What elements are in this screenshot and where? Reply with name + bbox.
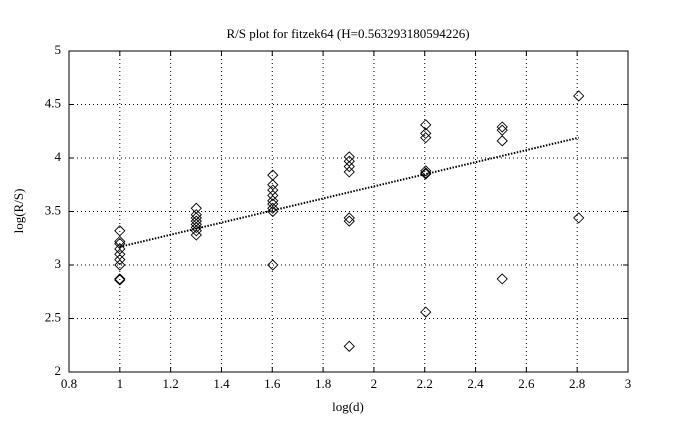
point xyxy=(114,243,126,255)
point xyxy=(267,195,279,207)
y-tick-label: 3.5 xyxy=(45,202,61,217)
x-tick-label: 1.2 xyxy=(163,376,179,391)
point xyxy=(267,259,279,271)
point xyxy=(114,254,126,266)
x-tick-label: 2.8 xyxy=(569,376,585,391)
x-tick-label: 0.8 xyxy=(61,376,77,391)
fit-line xyxy=(119,136,579,248)
point xyxy=(343,215,355,227)
point xyxy=(420,167,432,179)
chart-title: R/S plot for fitzek64 (H=0.5632931805942… xyxy=(226,26,469,41)
point xyxy=(114,259,126,271)
point xyxy=(420,127,432,140)
point xyxy=(114,248,126,260)
point xyxy=(420,132,432,144)
y-tick-label: 5 xyxy=(55,42,62,57)
point xyxy=(343,212,355,224)
point xyxy=(420,306,432,318)
y-axis-label: log(R/S) xyxy=(11,189,26,234)
point xyxy=(573,90,585,102)
point xyxy=(420,119,432,131)
point xyxy=(420,165,432,177)
point xyxy=(190,229,202,241)
y-tick-label: 2 xyxy=(55,363,62,378)
point xyxy=(190,221,202,234)
point xyxy=(343,155,355,167)
x-tick-label: 2.6 xyxy=(518,376,535,391)
point xyxy=(267,189,279,202)
point xyxy=(114,237,126,250)
x-tick-label: 2.2 xyxy=(417,376,433,391)
y-tick-label: 2.5 xyxy=(45,309,61,324)
point xyxy=(267,184,279,196)
point xyxy=(267,205,279,218)
point xyxy=(573,212,585,224)
point xyxy=(114,274,126,286)
x-tick-label: 1 xyxy=(117,376,124,391)
x-tick-label: 2 xyxy=(371,376,378,391)
x-axis-label: log(d) xyxy=(332,399,364,414)
y-tick-label: 4 xyxy=(55,149,62,164)
point xyxy=(496,124,508,136)
y-tick-label: 3 xyxy=(55,256,62,271)
point xyxy=(496,135,508,147)
x-tick-label: 3 xyxy=(625,376,632,391)
plot-frame xyxy=(68,50,629,373)
point xyxy=(343,340,355,352)
y-tick-label: 4.5 xyxy=(45,95,61,110)
point xyxy=(267,198,279,210)
point xyxy=(343,166,355,178)
x-tick-label: 1.6 xyxy=(264,376,281,391)
x-tick-label: 1.4 xyxy=(213,376,230,391)
x-tick-label: 2.4 xyxy=(467,376,484,391)
point xyxy=(496,273,508,285)
point xyxy=(267,202,279,214)
point xyxy=(114,225,126,237)
x-tick-label: 1.8 xyxy=(315,376,331,391)
point xyxy=(114,273,126,285)
point xyxy=(267,179,279,191)
point xyxy=(343,160,355,173)
point xyxy=(496,121,508,133)
